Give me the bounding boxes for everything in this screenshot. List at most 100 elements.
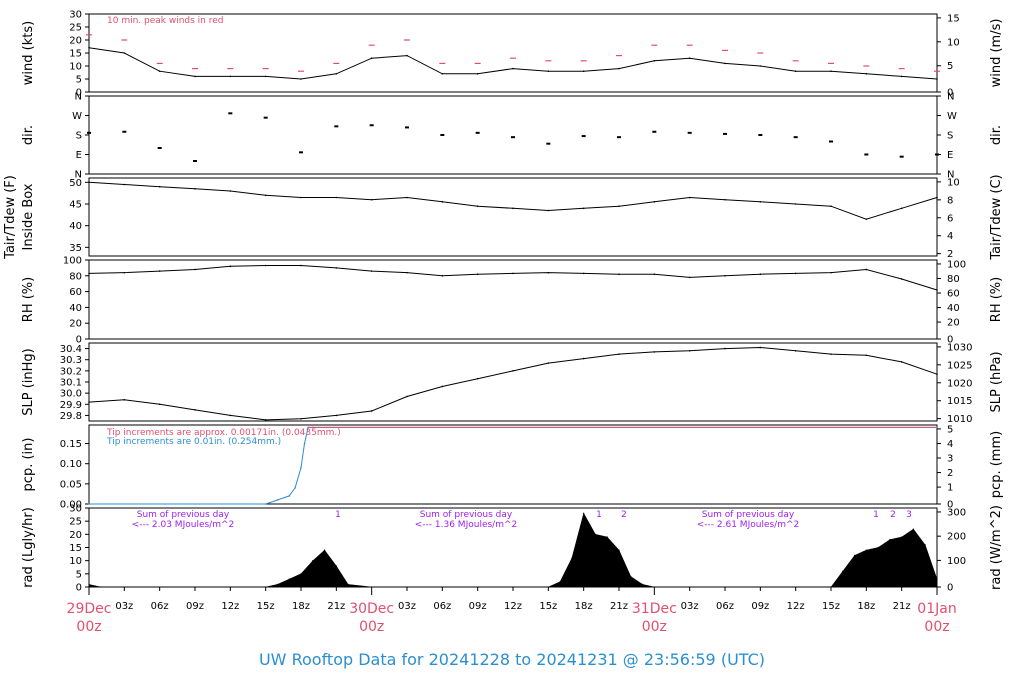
data-point [512,272,514,275]
ylabel-left: rad (Lgly/hr) [21,507,36,588]
data-point [830,205,832,207]
ytick-label-left: 0 [76,88,82,99]
data-point [300,573,302,575]
data-point [476,273,479,276]
ytick-label-left: 0.10 [60,459,82,470]
data-point [641,583,644,585]
xtick-label: 21z [610,601,628,612]
ytick-label-right: 60 [947,289,960,300]
ytick-label-left: 15 [69,49,82,60]
ytick-label-right: 2 [947,249,953,260]
xtick-time-label: 00z [76,619,101,635]
ytick-label-right: 200 [947,532,966,543]
xtick-day-label: 30Dec [349,601,394,617]
ytick-label-right: N [947,170,954,181]
data-point [571,557,573,559]
data-point [724,275,726,277]
ytick-label-left: 35 [69,243,82,254]
ytick-label-right: 5 [947,424,953,435]
ytick-label-left: 5 [76,569,82,580]
data-point [441,275,444,277]
direction-point [334,125,339,128]
direction-point [723,132,727,135]
ytick-label-left: 20 [69,36,82,47]
data-point [276,583,279,585]
ytick-label-right: 1030 [947,342,972,353]
ytick-label-left: 20 [69,530,82,541]
data-point [900,278,903,280]
data-point [606,536,608,538]
data-point [688,57,691,59]
data-point [759,346,762,349]
data-point [229,190,232,192]
data-point [100,586,102,588]
ytick-label-right: 1020 [947,378,972,389]
direction-point [652,130,657,133]
ylabel-left: dir. [21,125,36,145]
ytick-label-left: 40 [69,303,82,314]
data-point [123,183,126,186]
data-point [912,528,915,530]
panel-0: 0 5 10 15 20 25 30 0 5 10 15 wind (kts) wind (m/s) 10… [21,10,1004,99]
data-point [158,403,161,406]
ylabel-right: pcp. (mm) [989,431,1004,498]
data-point [476,73,479,75]
data-point [936,78,938,80]
data-point [406,54,408,57]
day-sum-value: <--- 1.36 MJoules/m^2 [415,520,517,530]
ytick-label-left: N [75,92,82,103]
data-point [724,198,726,201]
ytick-label-right: 0 [947,335,953,346]
data-point [936,373,938,376]
data-point [264,264,267,267]
xtick-label: 09z [469,601,487,612]
data-point [900,75,903,78]
ytick-label-left: 10 [69,556,82,567]
direction-point [299,151,303,154]
day-sum-label: Sum of previous day [420,510,513,520]
ylabel-right: RH (%) [989,277,1004,322]
data-point [88,272,90,275]
direction-point [899,155,904,158]
data-point [276,499,279,501]
direction-point [864,153,869,156]
panel-4: 29.829.930.030.130.230.330.4 1010 1015 1020… [21,342,1004,425]
ytick-label-right: 80 [947,274,960,285]
xtick-time-label: 00z [924,619,949,635]
data-point [865,549,867,551]
panel-frame [88,342,938,422]
series-line [88,346,938,421]
xtick-label: 21z [327,601,345,612]
panel-frame [88,95,938,175]
series-line [88,47,938,80]
data-point [688,276,691,279]
radiation-marker: 3 [906,510,912,520]
ytick-label-right: 10 [947,177,960,188]
data-point [512,370,514,372]
data-point [865,268,868,271]
data-point [688,196,691,199]
data-point [724,62,726,65]
data-point [300,78,302,80]
data-point [312,560,314,562]
data-point [441,201,444,203]
xtick-label: 21z [893,601,911,612]
ytick-label-right: 100 [947,556,966,567]
ytick-label-left: W [72,111,82,122]
ytick-label-right: 1025 [947,360,972,371]
data-point [441,73,444,75]
data-point [88,181,90,184]
day-sum-label: Sum of previous day [702,510,795,520]
ylabel-left-2: Inside Box [21,183,36,250]
xtick-label: 15z [822,601,840,612]
data-point [370,57,373,59]
data-point [583,512,585,514]
ytick-label-right: W [947,111,957,122]
direction-point [687,131,692,134]
radiation-marker: 1 [596,510,602,520]
ytick-label-left: 40 [69,221,82,232]
radiation-marker: 2 [621,510,627,520]
data-point [582,207,585,210]
data-point [476,377,479,380]
data-point [194,409,196,411]
